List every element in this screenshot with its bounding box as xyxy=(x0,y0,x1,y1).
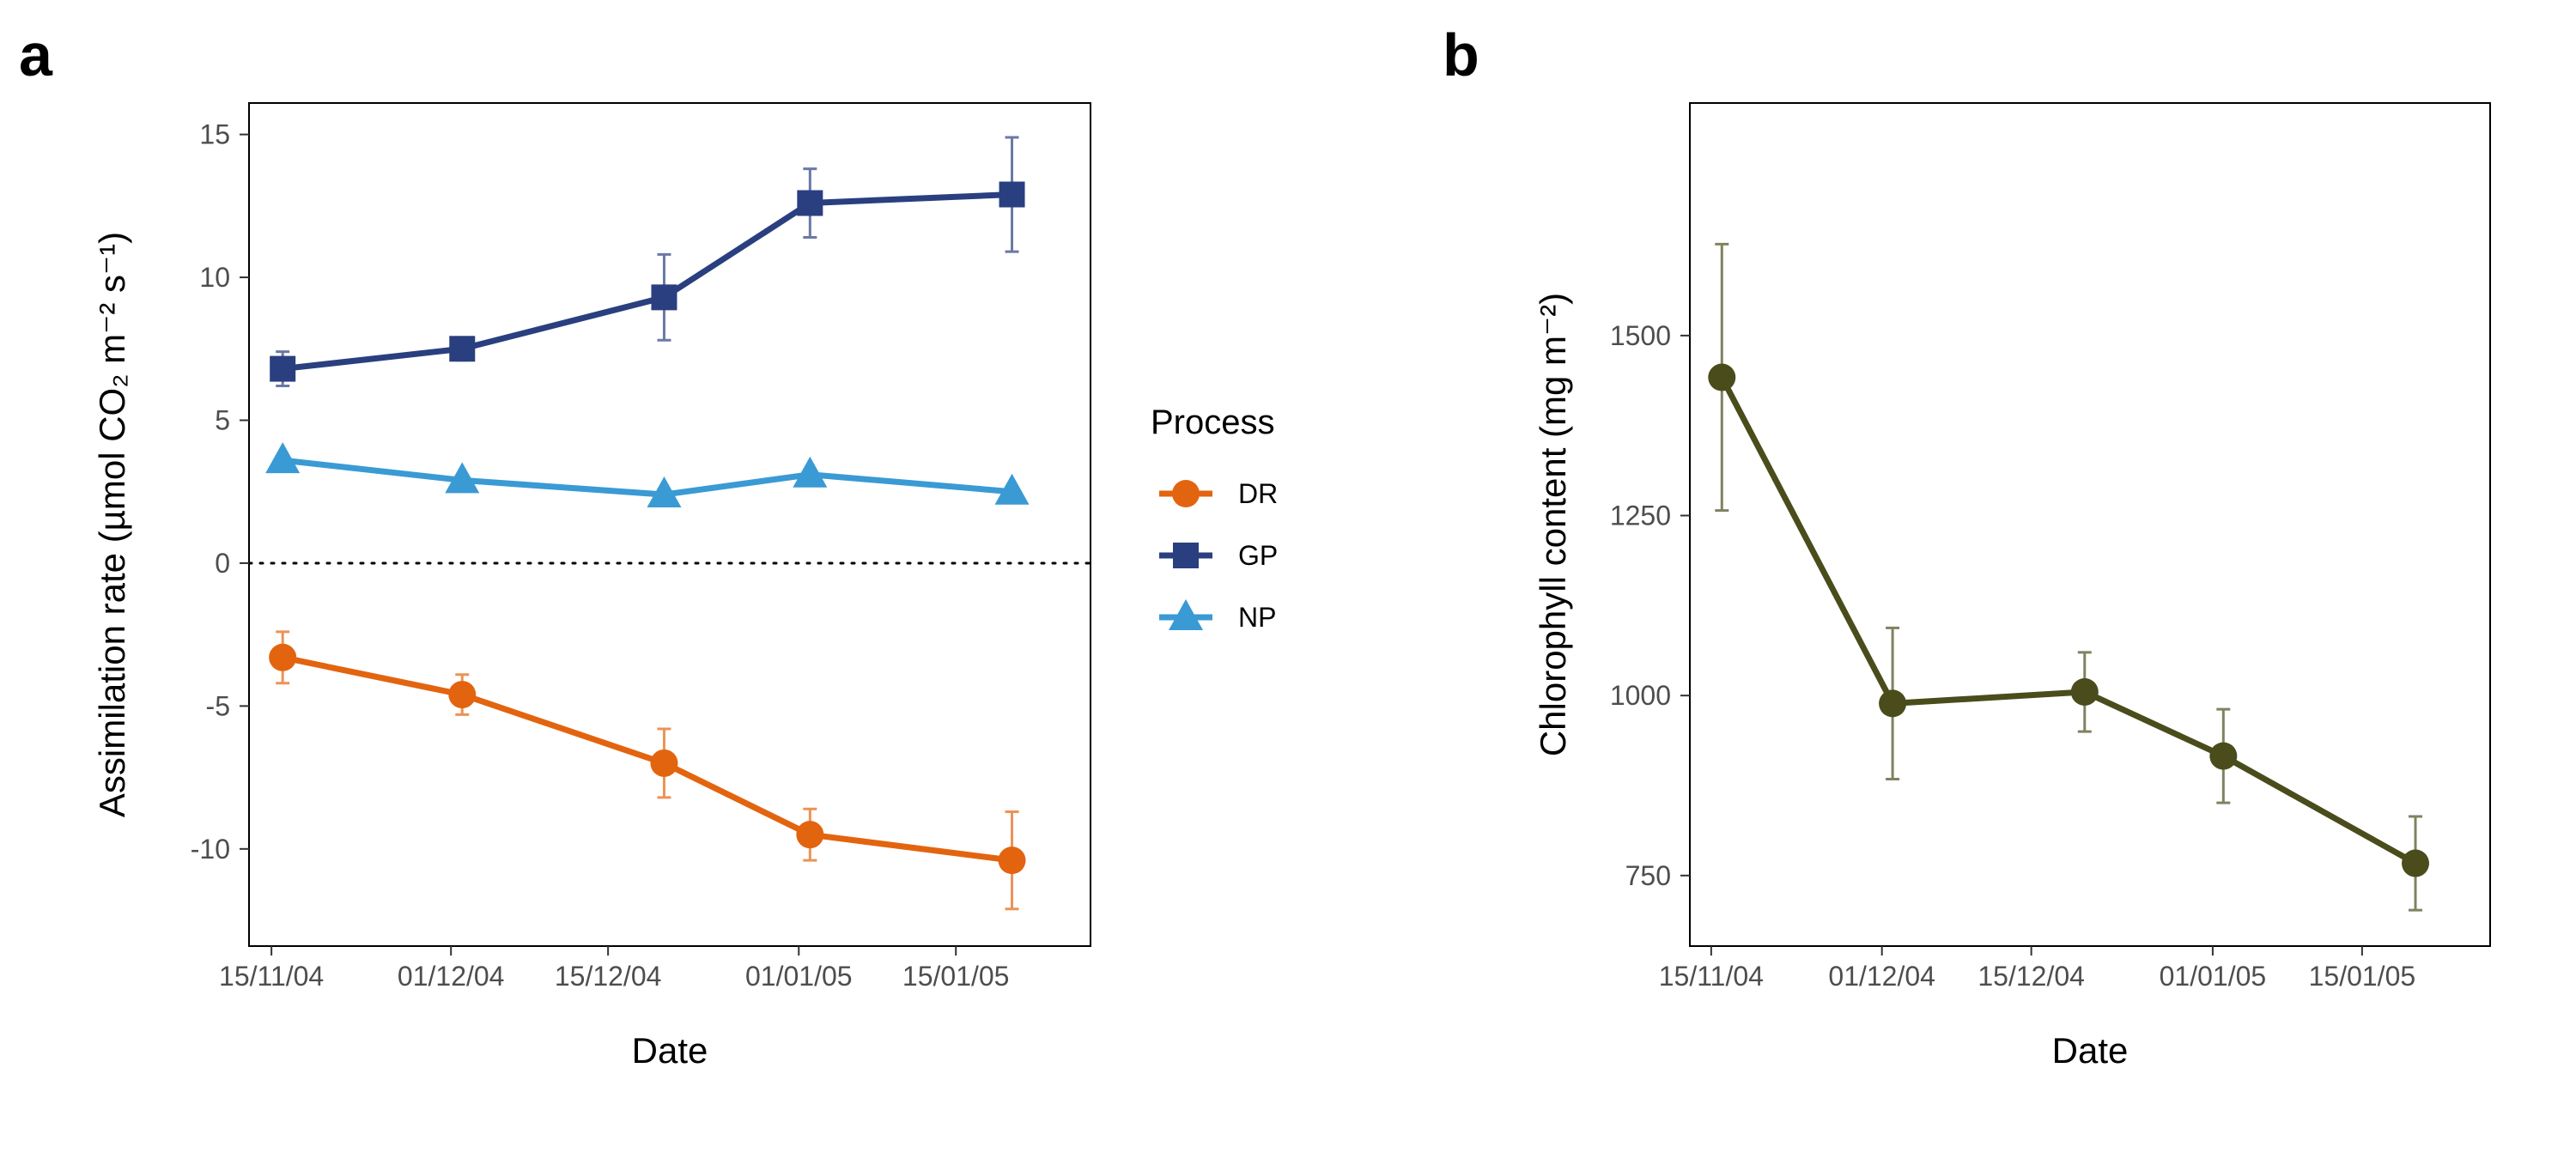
panel-a-y-tick-label-5: -10 xyxy=(191,834,230,865)
legend-entry-np: NP xyxy=(1159,599,1276,633)
panel-a-y-tick-label-1: 10 xyxy=(199,262,230,293)
panel-a-series-np-point-0 xyxy=(265,442,301,474)
legend: Process DR GP NP xyxy=(1151,404,1278,633)
panel-a-series-gp-line xyxy=(282,191,1012,373)
panel-b-x-tick-label-0: 15/11/04 xyxy=(1659,961,1764,992)
panel-b-y-tick-label-1: 1250 xyxy=(1610,501,1671,531)
panel-a-x-tick-label-3: 01/01/05 xyxy=(745,961,853,992)
legend-label-dr: DR xyxy=(1238,478,1278,509)
panel-b-y-tick-label-3: 750 xyxy=(1625,860,1671,891)
panel-a-series-dr-line xyxy=(282,654,1012,864)
legend-title: Process xyxy=(1151,404,1275,441)
panel-a-series-gp-point-3 xyxy=(797,190,823,216)
panel-a-x-tick-label-0: 15/11/04 xyxy=(219,961,324,992)
panel-b-x-tick-label-1: 01/12/04 xyxy=(1828,961,1935,992)
panel-b-y-axis-title: Chlorophyll content (mg m⁻²) xyxy=(1533,293,1573,756)
panel-a-series-np-point-1 xyxy=(445,462,480,494)
panel-b-y-tick-label-0: 1500 xyxy=(1610,320,1671,351)
legend-entry-dr: DR xyxy=(1159,478,1278,509)
panel-a-series-np-point-4 xyxy=(994,473,1030,505)
panel-b-chart: 15/11/04 01/12/04 15/12/04 01/01/05 15/01/05… xyxy=(1533,102,2491,1071)
panel-b-x-axis-title: Date xyxy=(2052,1030,2129,1071)
panel-a-x-axis-title: Date xyxy=(632,1030,708,1071)
panel-b-x-tick-label-2: 15/12/04 xyxy=(1978,961,2085,992)
panel-a-series-gp-point-4 xyxy=(999,181,1025,208)
legend-label-np: NP xyxy=(1238,602,1276,633)
panel-a-series-dr-point-3 xyxy=(796,821,824,849)
panel-b-plot-frame xyxy=(1689,102,2491,947)
panel-a-series-np xyxy=(265,442,1030,508)
panel-b-series-chlorophyll-point-0 xyxy=(1708,363,1736,391)
panel-b-series-chlorophyll xyxy=(1708,242,2430,912)
panel-letter-a: a xyxy=(19,21,53,88)
panel-b-series-chlorophyll-line xyxy=(1719,375,2417,866)
panel-a-series-dr-point-1 xyxy=(448,681,477,709)
legend-entry-gp: GP xyxy=(1159,540,1278,571)
panel-a-y-tick-label-0: 15 xyxy=(199,119,230,150)
legend-label-gp: GP xyxy=(1238,540,1278,571)
panel-a-series-np-point-3 xyxy=(793,456,828,488)
panel-a-series-dr-point-4 xyxy=(998,846,1026,875)
panel-a-series-gp-point-2 xyxy=(651,284,677,311)
panel-a-series-np-line xyxy=(282,457,1012,498)
panel-a-series-gp-point-1 xyxy=(449,336,476,362)
panel-a-x-tick-label-4: 15/01/05 xyxy=(902,961,1010,992)
panel-a-series-dr xyxy=(269,630,1026,911)
panel-a-chart: 15/11/04 01/12/04 15/12/04 01/01/05 15/01/05… xyxy=(92,102,1092,1071)
panel-b-x-tick-label-4: 15/01/05 xyxy=(2309,961,2416,992)
panel-a-x-tick-label-1: 01/12/04 xyxy=(398,961,505,992)
panel-a-y-tick-label-2: 5 xyxy=(215,404,230,435)
panel-b-y-tick-label-2: 1000 xyxy=(1610,680,1671,711)
panel-a-series-dr-point-0 xyxy=(269,643,297,671)
panel-b-series-chlorophyll-point-4 xyxy=(2402,849,2430,877)
panel-a-series-dr-point-2 xyxy=(650,749,678,777)
panel-a-series-gp-point-0 xyxy=(270,355,296,382)
panel-b-series-chlorophyll-point-2 xyxy=(2070,677,2099,706)
panel-a-y-tick-label-4: -5 xyxy=(206,690,230,721)
panel-b-series-chlorophyll-point-3 xyxy=(2209,742,2238,770)
panel-letter-b: b xyxy=(1443,21,1479,88)
panel-a-x-tick-label-2: 15/12/04 xyxy=(555,961,662,992)
panel-a-plot-frame xyxy=(248,102,1091,947)
panel-a-y-axis-title: Assimilation rate (µmol CO₂ m⁻² s⁻¹) xyxy=(92,232,132,817)
legend-key-np-point-0 xyxy=(1169,599,1203,630)
panel-a-series-gp xyxy=(270,136,1025,388)
panel-b-series-chlorophyll-point-1 xyxy=(1879,689,1907,718)
panel-a-y-tick-label-3: 0 xyxy=(215,548,230,579)
panel-b-x-tick-label-3: 01/01/05 xyxy=(2160,961,2267,992)
legend-key-gp-point-0 xyxy=(1173,543,1199,568)
legend-key-dr-point-0 xyxy=(1172,480,1200,507)
panel-a-series-np-point-2 xyxy=(647,476,682,508)
